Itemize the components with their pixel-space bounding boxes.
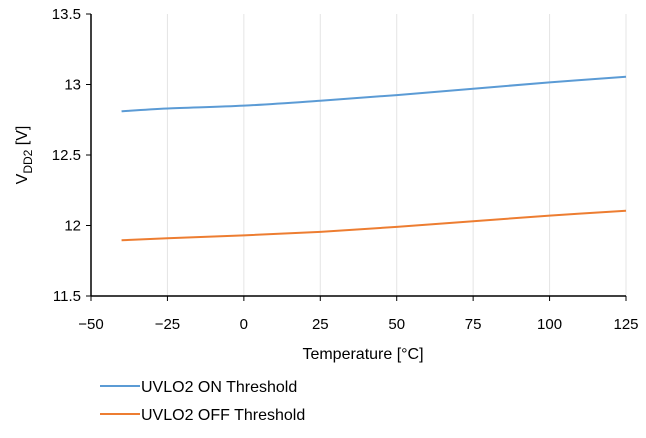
y-tick-labels: 11.5 12 12.5 13 13.5 (52, 6, 91, 305)
y-tick-label: 11.5 (53, 288, 81, 305)
y-axis-title-main: V (14, 173, 31, 184)
y-axis-title-unit: [V] (14, 126, 31, 150)
x-tick-label: 75 (465, 316, 482, 333)
legend-label-on: UVLO2 ON Threshold (141, 379, 297, 396)
y-tick-label: 12.5 (52, 147, 81, 164)
x-tick-labels: −50 −25 0 25 50 75 100 125 (78, 296, 639, 333)
x-tick-label: −50 (78, 316, 103, 333)
x-tick-label: 25 (312, 316, 329, 333)
series-line-uvlo2-off (121, 209, 627, 242)
x-tick-label: 50 (388, 316, 405, 333)
x-tick-label: 100 (537, 316, 562, 333)
legend-label-off: UVLO2 OFF Threshold (141, 407, 305, 424)
y-tick-label: 13.5 (52, 6, 81, 23)
grid-lines (166, 14, 627, 296)
series-line-uvlo2-on (121, 75, 627, 113)
y-axis-title-subscript: DD2 (21, 149, 35, 173)
x-tick-label: −25 (155, 316, 180, 333)
x-axis-title: Temperature [°C] (302, 346, 423, 363)
legend: UVLO2 ON Threshold UVLO2 OFF Threshold (100, 379, 305, 424)
y-axis-title: VDD2 [V] (14, 126, 35, 185)
axes (90, 14, 626, 297)
y-tick-label: 12 (64, 218, 81, 235)
series-lines (121, 75, 627, 242)
y-tick-label: 13 (64, 77, 81, 94)
x-tick-label: 125 (613, 316, 638, 333)
x-tick-label: 0 (240, 316, 248, 333)
